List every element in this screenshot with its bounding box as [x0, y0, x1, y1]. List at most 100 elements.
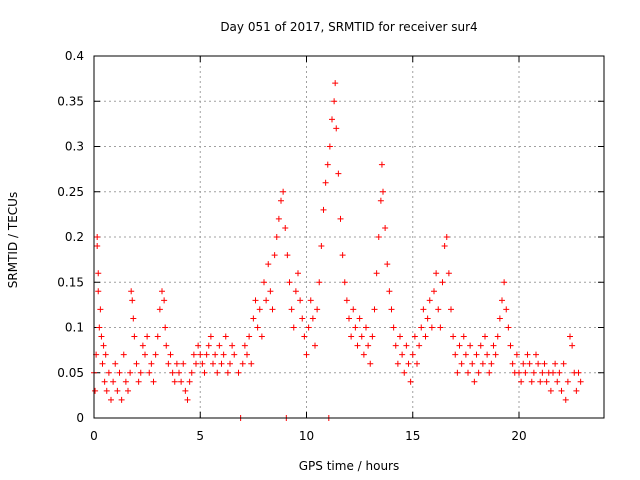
y-tick-label: 0.2: [65, 230, 84, 244]
data-point: [348, 333, 355, 340]
data-point: [144, 333, 151, 340]
data-point: [152, 351, 159, 358]
data-point: [114, 387, 121, 394]
chart-title: Day 051 of 2017, SRMTID for receiver sur…: [220, 20, 477, 34]
data-point: [462, 351, 469, 358]
data-point: [450, 333, 457, 340]
data-point: [550, 369, 556, 376]
data-point: [214, 369, 221, 376]
data-point: [150, 378, 157, 385]
data-point: [128, 288, 135, 295]
data-point: [94, 243, 101, 250]
data-points: [91, 80, 584, 421]
data-point: [275, 215, 282, 222]
data-point: [92, 387, 99, 394]
data-point: [367, 360, 374, 367]
data-point: [552, 360, 559, 367]
data-point: [377, 197, 384, 204]
data-point: [203, 351, 210, 358]
data-point: [420, 306, 427, 313]
data-point: [235, 369, 242, 376]
data-point: [133, 360, 140, 367]
data-point: [524, 351, 531, 358]
data-point: [284, 252, 291, 259]
data-point: [526, 360, 533, 367]
data-point: [186, 378, 193, 385]
data-point: [437, 324, 444, 331]
data-point: [562, 396, 569, 403]
data-point: [431, 288, 437, 295]
data-point: [346, 315, 352, 322]
data-point: [547, 387, 554, 394]
data-point: [301, 333, 308, 340]
data-point: [250, 315, 257, 322]
data-point: [173, 360, 180, 367]
data-point: [307, 297, 314, 304]
data-point: [241, 342, 248, 349]
data-point: [98, 333, 105, 340]
data-point: [167, 351, 174, 358]
data-point: [373, 270, 380, 277]
data-point: [122, 378, 129, 385]
data-point: [195, 342, 202, 349]
data-point: [522, 369, 529, 376]
x-tick-label: 20: [511, 429, 526, 443]
data-point: [492, 351, 499, 358]
data-point: [286, 279, 293, 286]
data-point: [350, 306, 357, 313]
data-point: [295, 270, 301, 277]
data-point: [94, 234, 101, 240]
data-point: [288, 306, 295, 313]
data-point: [335, 170, 342, 177]
data-point: [100, 342, 107, 349]
data-point: [193, 360, 199, 367]
data-point: [246, 333, 253, 340]
data-point: [414, 360, 420, 367]
y-tick-label: 0.05: [57, 366, 84, 380]
data-point: [424, 315, 431, 322]
data-point: [102, 351, 109, 358]
x-tick-label: 15: [405, 429, 420, 443]
data-point: [513, 351, 520, 358]
data-point: [314, 306, 321, 313]
data-point: [445, 270, 452, 277]
data-point: [222, 333, 229, 340]
x-tick-label: 0: [90, 429, 98, 443]
data-point: [148, 360, 155, 367]
data-point: [229, 342, 236, 349]
y-tick-label: 0.3: [65, 140, 84, 154]
plot-frame: [93, 55, 605, 419]
data-point: [131, 333, 138, 340]
data-point: [324, 161, 331, 168]
data-point: [269, 306, 276, 313]
data-point: [558, 387, 565, 394]
data-point: [573, 387, 580, 394]
data-point: [392, 342, 399, 349]
y-tick-label: 0.35: [57, 94, 84, 108]
data-point: [456, 342, 463, 349]
data-point: [488, 360, 495, 367]
data-point: [299, 315, 306, 322]
data-point: [326, 143, 333, 150]
data-point: [169, 369, 176, 376]
data-point: [343, 297, 350, 304]
data-point: [135, 378, 142, 385]
data-point: [380, 188, 386, 195]
data-point: [369, 333, 376, 340]
y-tick-label: 0.15: [57, 275, 84, 289]
data-point: [416, 342, 423, 349]
data-point: [386, 288, 393, 295]
data-point: [112, 360, 119, 367]
data-point: [394, 360, 401, 367]
data-point: [125, 387, 131, 394]
data-point: [352, 324, 359, 331]
data-point: [405, 360, 412, 367]
data-point: [469, 360, 476, 367]
data-point: [252, 297, 259, 304]
data-point: [443, 234, 450, 240]
y-tick-label: 0.4: [65, 49, 84, 63]
data-point: [197, 351, 204, 358]
data-point: [577, 378, 584, 385]
data-point: [248, 360, 255, 367]
